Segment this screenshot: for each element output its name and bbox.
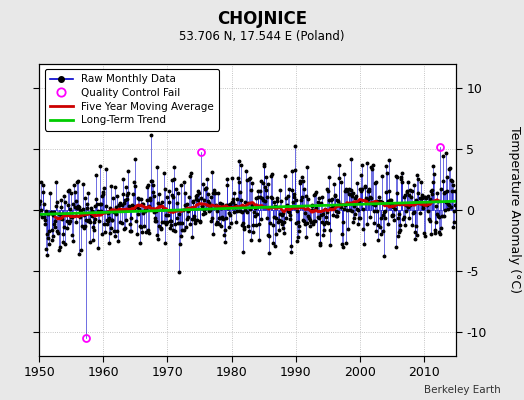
Text: CHOJNICE: CHOJNICE — [217, 10, 307, 28]
Text: 53.706 N, 17.544 E (Poland): 53.706 N, 17.544 E (Poland) — [179, 30, 345, 43]
Legend: Raw Monthly Data, Quality Control Fail, Five Year Moving Average, Long-Term Tren: Raw Monthly Data, Quality Control Fail, … — [45, 69, 219, 130]
Text: Berkeley Earth: Berkeley Earth — [424, 385, 500, 395]
Y-axis label: Temperature Anomaly (°C): Temperature Anomaly (°C) — [508, 126, 520, 294]
